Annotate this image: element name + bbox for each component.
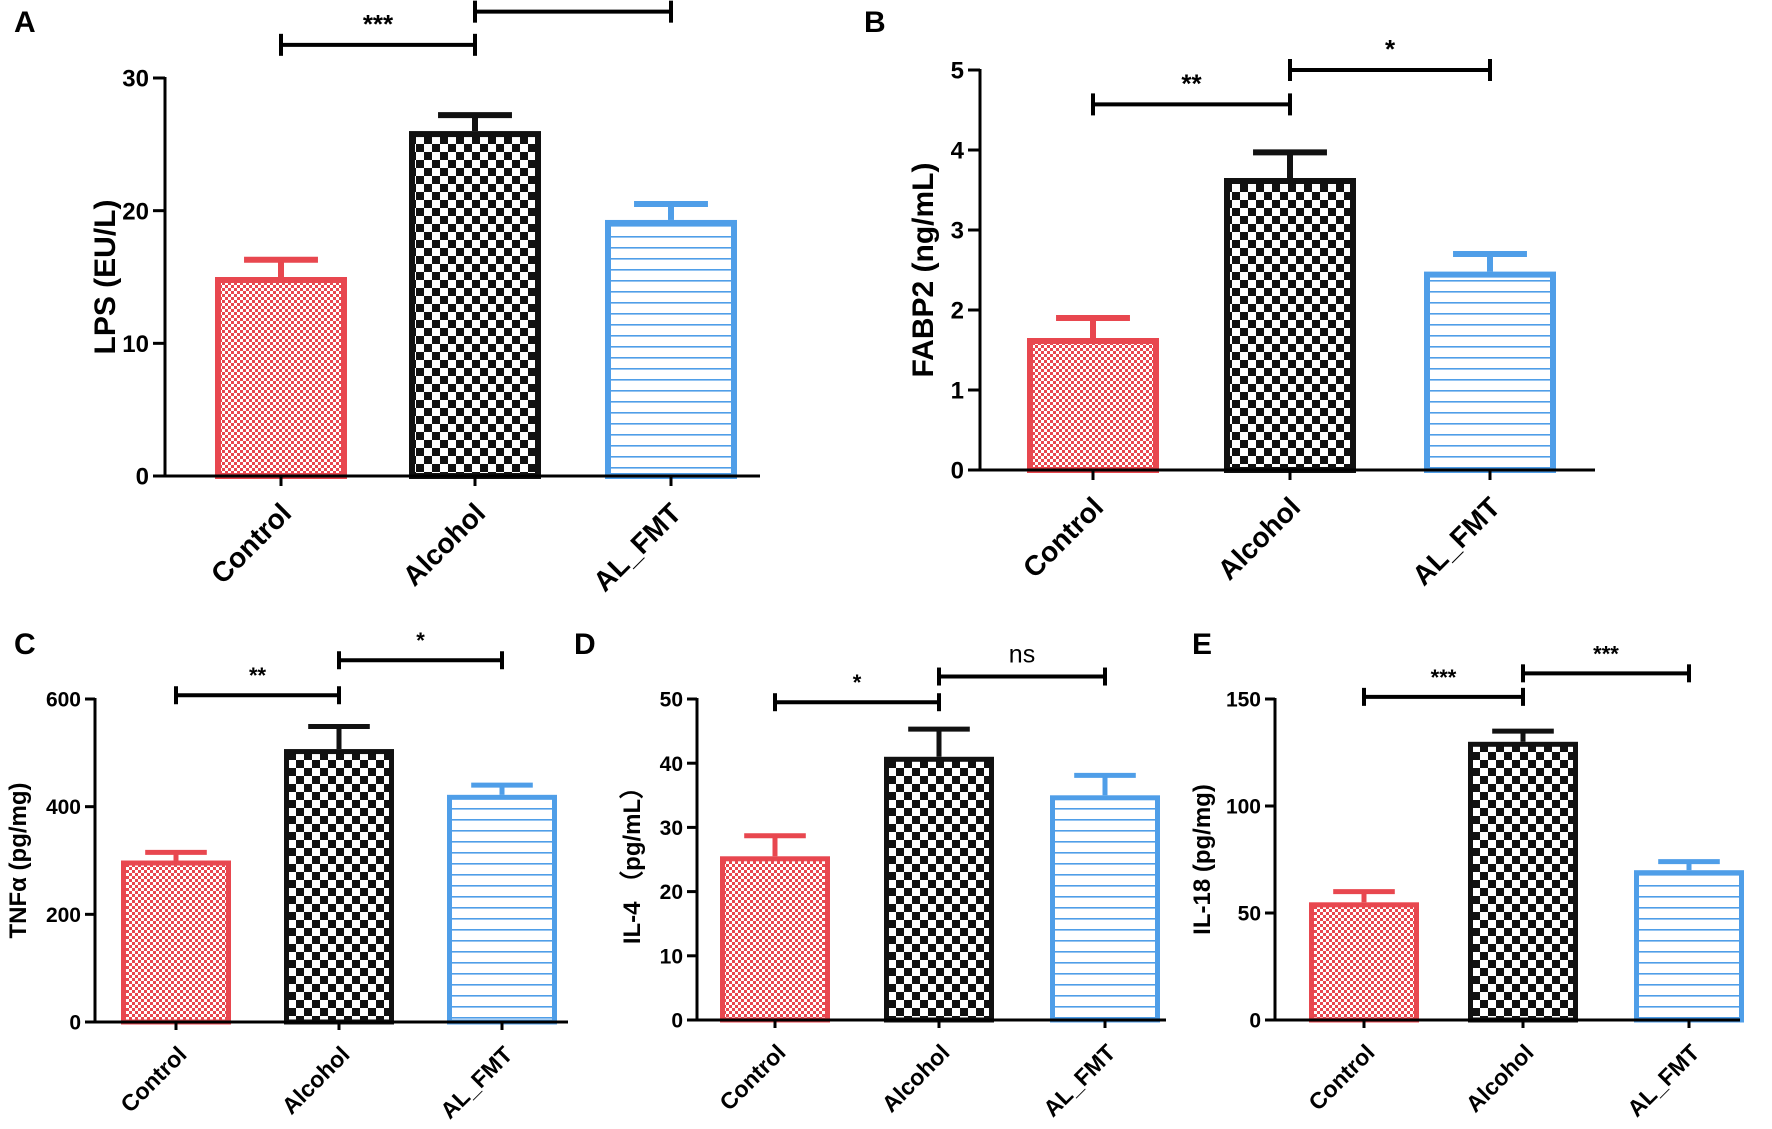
- y-tick-label: 0: [136, 464, 149, 491]
- y-tick-label: 100: [1226, 796, 1261, 819]
- y-tick-label: 4: [951, 138, 965, 165]
- y-tick-label: 40: [660, 753, 683, 776]
- category-label-al-fmt: AL_FMT: [1622, 1039, 1705, 1122]
- category-label-alcohol: Alcohol: [397, 497, 492, 592]
- category-label-alcohol: Alcohol: [1461, 1039, 1539, 1117]
- y-tick-label: 150: [1226, 689, 1261, 712]
- category-label-control: Control: [205, 497, 297, 589]
- significance-label: ***: [1593, 641, 1619, 666]
- bar-control: [215, 277, 347, 479]
- significance-label: **: [563, 0, 584, 6]
- bar-alcohol: [284, 749, 394, 1025]
- y-tick-label: 0: [69, 1012, 81, 1035]
- significance-label: *: [416, 628, 425, 653]
- panel-a: A 0 10 20 30 Control Alcohol AL_FMT LPS (EU/L) **…: [14, 0, 760, 597]
- y-tick-label: 20: [122, 198, 149, 225]
- panel-letter-c: C: [14, 628, 36, 661]
- category-label-al-fmt: AL_FMT: [1038, 1039, 1121, 1122]
- significance-label: ns: [1009, 641, 1035, 669]
- significance-label: ***: [363, 9, 394, 39]
- y-tick-label: 10: [122, 331, 149, 358]
- significance-label: *: [1385, 34, 1396, 64]
- category-label-alcohol: Alcohol: [1212, 491, 1307, 586]
- category-label-alcohol: Alcohol: [277, 1041, 355, 1119]
- y-tick-label: 400: [46, 796, 81, 819]
- panel-letter-a: A: [14, 6, 36, 39]
- bar-al-fmt: [447, 794, 557, 1025]
- y-axis-title: FABP2 (ng/mL): [907, 163, 940, 378]
- y-tick-label: 0: [671, 1010, 683, 1033]
- panel-letter-d: D: [574, 628, 596, 661]
- y-axis-title: IL-4 （pg/mL）: [619, 775, 646, 944]
- y-tick-label: 600: [46, 689, 81, 712]
- bar-alcohol: [884, 756, 994, 1023]
- panel-letter-b: B: [864, 6, 886, 39]
- category-label-control: Control: [115, 1041, 191, 1117]
- y-tick-label: 3: [951, 218, 964, 245]
- panel-d: D 0 10 20 30 40 50 Control Alcohol AL_FMT IL-4 （pg…: [574, 628, 1166, 1122]
- y-axis-title: IL-18 (pg/mg): [1189, 784, 1216, 935]
- category-label-control: Control: [1303, 1039, 1379, 1115]
- bar-al-fmt: [605, 219, 737, 479]
- y-tick-label: 2: [951, 298, 964, 325]
- category-label-al-fmt: AL_FMT: [435, 1041, 518, 1124]
- category-label-al-fmt: AL_FMT: [1406, 491, 1506, 591]
- significance-label: **: [249, 663, 267, 688]
- y-tick-label: 30: [122, 66, 149, 93]
- y-tick-label: 0: [951, 458, 964, 485]
- y-tick-label: 0: [1249, 1010, 1261, 1033]
- panel-e: E 0 50 100 150 Control Alcohol AL_FMT IL-18 (pg/…: [1189, 628, 1744, 1122]
- category-label-al-fmt: AL_FMT: [587, 497, 687, 597]
- bar-alcohol: [1468, 741, 1578, 1023]
- bar-control: [1309, 902, 1419, 1023]
- panel-b: B 0 1 2 3 4 5 Control Alcohol AL_FMT FABP2 (ng/mL)…: [864, 6, 1595, 591]
- y-tick-label: 50: [1238, 903, 1261, 926]
- y-tick-label: 5: [951, 58, 964, 85]
- panel-letter-e: E: [1192, 628, 1212, 661]
- y-tick-label: 50: [660, 689, 683, 712]
- bar-alcohol: [1224, 178, 1356, 473]
- category-label-control: Control: [714, 1039, 790, 1115]
- bar-al-fmt: [1050, 795, 1160, 1023]
- y-tick-label: 200: [46, 904, 81, 927]
- significance-label: *: [853, 670, 862, 695]
- bar-control: [720, 856, 830, 1023]
- y-axis-title: LPS (EU/L): [89, 200, 122, 355]
- bar-control: [1027, 338, 1159, 473]
- y-tick-label: 1: [951, 378, 964, 405]
- significance-label: **: [1181, 68, 1202, 98]
- bar-al-fmt: [1634, 870, 1744, 1023]
- y-tick-label: 10: [660, 945, 683, 968]
- bar-alcohol: [409, 131, 541, 479]
- y-tick-label: 30: [660, 817, 683, 840]
- panel-c: C 0 200 400 600 Control Alcohol AL_FMT TNFα (pg/…: [5, 628, 568, 1124]
- y-tick-label: 20: [660, 881, 683, 904]
- category-label-control: Control: [1017, 491, 1109, 583]
- y-axis-title: TNFα (pg/mg): [5, 782, 32, 938]
- category-label-alcohol: Alcohol: [877, 1039, 955, 1117]
- significance-label: ***: [1431, 665, 1457, 690]
- bar-control: [121, 860, 231, 1025]
- bar-al-fmt: [1424, 271, 1556, 473]
